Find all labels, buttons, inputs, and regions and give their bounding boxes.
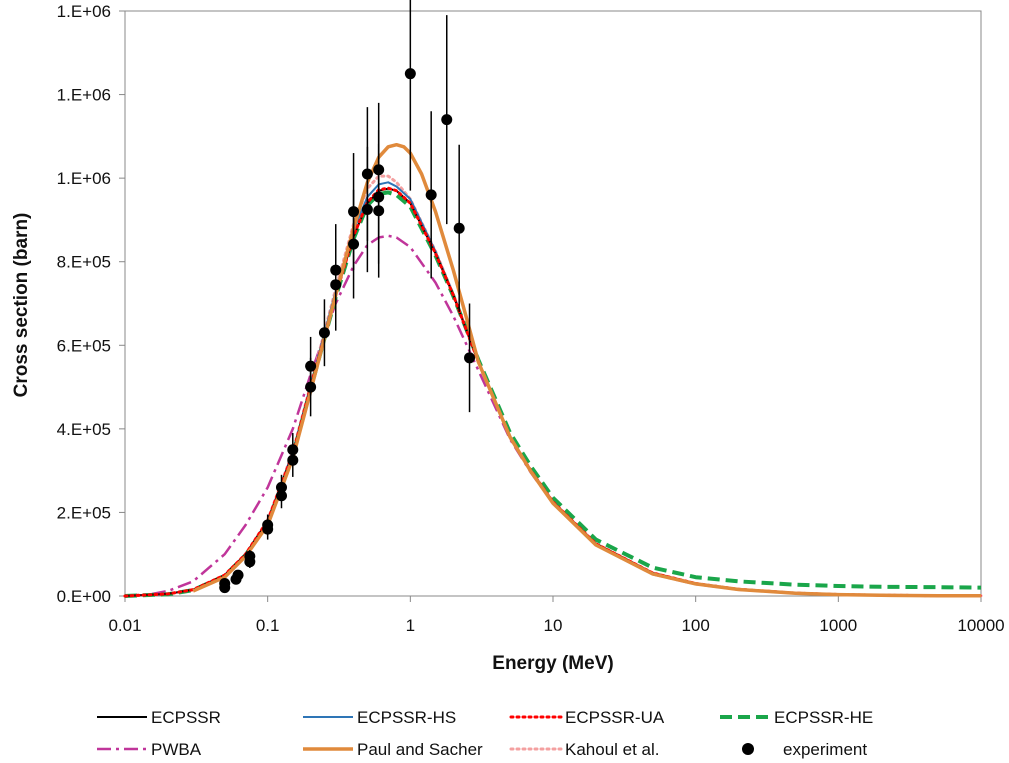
- series-layer: [123, 142, 983, 598]
- legend-label-ecpssr-hs: ECPSSR-HS: [357, 708, 456, 727]
- experiment-point: [361, 203, 373, 215]
- experiment-point: [404, 68, 416, 80]
- x-tick-label: 0.1: [256, 616, 280, 635]
- y-axis-title: Cross section (barn): [11, 213, 32, 398]
- x-tick-label: 1: [406, 616, 415, 635]
- experiment-point: [275, 490, 287, 502]
- experiment-point: [453, 222, 465, 234]
- experiment-point: [373, 205, 385, 217]
- experiment-point: [348, 238, 360, 250]
- y-tick-label: 0.E+00: [57, 587, 111, 606]
- y-tick-label: 1.E+06: [57, 2, 111, 21]
- experiment-point: [232, 569, 244, 581]
- legend-label-ecpssr-he: ECPSSR-HE: [774, 708, 873, 727]
- x-tick-label: 10: [544, 616, 563, 635]
- series-line-ecpssr-hs: [124, 181, 982, 597]
- legend: ECPSSR ECPSSR-HS ECPSSR-UA ECPSSR-HE PWBA Pau…: [97, 708, 873, 759]
- series-line-ecpssr-he: [124, 190, 982, 598]
- y-tick-label: 1.E+06: [57, 86, 111, 105]
- y-tick-label: 1.E+06: [57, 169, 111, 188]
- experiment-point: [464, 352, 476, 364]
- series-line-ecpssr-ua: [123, 186, 983, 598]
- x-tick-label: 1000: [819, 616, 857, 635]
- series-line-ecpssr: [124, 187, 982, 597]
- legend-label-pwba: PWBA: [151, 740, 202, 759]
- legend-label-experiment: experiment: [783, 740, 867, 759]
- legend-label-kahoul-et-al-: Kahoul et al.: [565, 740, 660, 759]
- y-tick-label: 2.E+05: [57, 503, 111, 522]
- y-axis: 0.E+00 2.E+05 4.E+05 6.E+05 8.E+05 1.E+06 1.E+…: [57, 2, 125, 606]
- legend-marker-experiment: [742, 743, 754, 755]
- experiment-points: [219, 0, 476, 594]
- x-axis-title: Energy (MeV): [492, 653, 613, 674]
- plot-area: [124, 10, 982, 597]
- legend-label-ecpssr: ECPSSR: [151, 708, 221, 727]
- experiment-point: [244, 556, 256, 568]
- experiment-point: [219, 582, 231, 594]
- x-tick-label: 0.01: [108, 616, 141, 635]
- experiment-point: [318, 327, 330, 339]
- experiment-point: [305, 381, 317, 393]
- y-tick-label: 6.E+05: [57, 336, 111, 355]
- x-axis: 0.01 0.1 1 10 100 1000 10000: [108, 596, 1005, 635]
- experiment-point: [262, 523, 274, 535]
- experiment-point: [287, 454, 299, 466]
- experiment-point: [425, 189, 437, 201]
- x-tick-label: 10000: [957, 616, 1004, 635]
- plot-border: [124, 10, 982, 597]
- experiment-point: [441, 114, 453, 126]
- experiment-point: [330, 279, 342, 291]
- legend-label-ecpssr-ua: ECPSSR-UA: [565, 708, 665, 727]
- y-tick-label: 4.E+05: [57, 420, 111, 439]
- x-tick-label: 100: [681, 616, 709, 635]
- legend-label-paul-and-sacher: Paul and Sacher: [357, 740, 483, 759]
- y-tick-label: 8.E+05: [57, 253, 111, 272]
- series-line-kahoul-et-al-: [123, 174, 983, 598]
